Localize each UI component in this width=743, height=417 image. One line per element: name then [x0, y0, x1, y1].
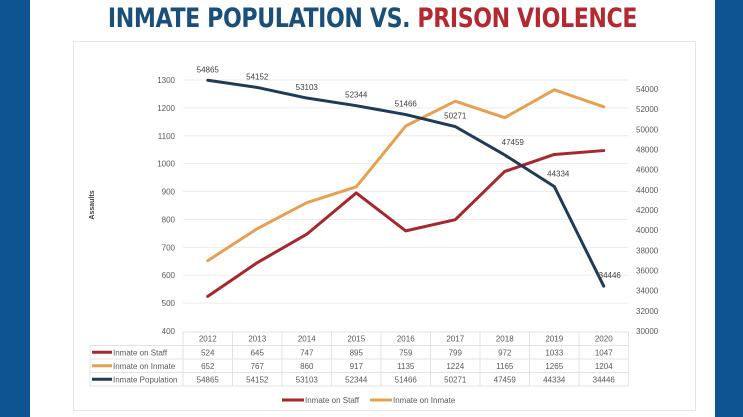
table-row-label: Inmate Population — [113, 375, 178, 384]
table-cell: 1165 — [496, 362, 514, 371]
table-cell: 1224 — [446, 362, 464, 371]
y-axis-title: Assaults — [89, 190, 96, 219]
legend-label: Inmate on Inmate — [393, 396, 456, 405]
y2-tick-label: 46000 — [636, 166, 659, 175]
table-cell: 645 — [251, 348, 265, 357]
right-border — [715, 0, 743, 417]
y-tick-label: 800 — [162, 215, 176, 224]
table-header-year: 2020 — [595, 335, 613, 344]
table-cell: 759 — [399, 348, 413, 357]
table-cell: 44334 — [543, 375, 566, 384]
population-data-label: 51466 — [395, 100, 418, 109]
series-inmate-population-line — [206, 78, 606, 288]
table-cell: 799 — [449, 348, 463, 357]
table-cell: 917 — [350, 362, 364, 371]
table-cell: 50271 — [444, 375, 467, 384]
population-data-label: 52344 — [345, 91, 368, 100]
y2-tick-label: 32000 — [636, 307, 659, 316]
table-cell: 47459 — [494, 375, 517, 384]
title-part-violence: PRISON VIOLENCE — [417, 3, 638, 34]
table-header-year: 2017 — [446, 335, 464, 344]
table-cell: 54152 — [246, 375, 269, 384]
table-cell: 52344 — [345, 375, 368, 384]
table-header-year: 2016 — [397, 335, 415, 344]
table-cell: 972 — [498, 348, 512, 357]
y2-tick-label: 40000 — [636, 226, 659, 235]
y-tick-label: 1000 — [157, 160, 175, 169]
y2-tick-label: 36000 — [636, 267, 659, 276]
table-row-label: Inmate on Staff — [113, 348, 168, 357]
table-cell: 895 — [350, 348, 364, 357]
y-tick-label: 400 — [162, 327, 176, 336]
y2-tick-label: 30000 — [636, 327, 659, 336]
y-tick-label: 1100 — [158, 132, 176, 141]
table-cell: 1135 — [397, 362, 415, 371]
table-cell: 860 — [300, 362, 314, 371]
y2-tick-label: 50000 — [636, 125, 659, 134]
series-inmate-on-inmate-line — [206, 88, 606, 263]
population-data-label: 34446 — [599, 271, 622, 280]
table-cell: 53103 — [296, 375, 319, 384]
population-data-label: 54152 — [246, 72, 269, 81]
y-tick-label: 500 — [162, 299, 176, 308]
table-header-year: 2015 — [347, 335, 365, 344]
table-cell: 524 — [201, 348, 215, 357]
y2-tick-label: 34000 — [636, 287, 659, 296]
left-border — [0, 0, 30, 417]
population-data-label: 47459 — [502, 138, 525, 147]
table-header-year: 2014 — [298, 335, 316, 344]
table-header-year: 2012 — [199, 335, 217, 344]
table-cell: 1047 — [595, 348, 613, 357]
y-tick-label: 600 — [162, 271, 176, 280]
y2-tick-label: 48000 — [636, 146, 659, 155]
y-tick-label: 700 — [162, 243, 176, 252]
population-data-label: 50271 — [444, 112, 467, 121]
table-cell: 767 — [251, 362, 265, 371]
table-cell: 51466 — [395, 375, 418, 384]
page-title: INMATE POPULATION VS. PRISON VIOLENCE — [92, 0, 654, 40]
y2-tick-label: 52000 — [636, 105, 659, 114]
y-tick-label: 900 — [162, 188, 176, 197]
table-cell: 1265 — [545, 362, 563, 371]
table-header-year: 2019 — [545, 335, 563, 344]
y2-tick-label: 38000 — [636, 246, 659, 255]
population-data-label: 54865 — [197, 65, 220, 74]
y2-tick-label: 54000 — [636, 85, 659, 94]
y2-tick-label: 44000 — [636, 186, 659, 195]
table-cell: 34446 — [593, 375, 616, 384]
table-header-year: 2013 — [248, 335, 266, 344]
table-cell: 747 — [300, 348, 314, 357]
population-data-label: 53103 — [296, 83, 319, 92]
series-inmate-on-staff-line — [206, 149, 606, 298]
y-tick-label: 1200 — [157, 104, 175, 113]
y-tick-label: 1300 — [157, 76, 175, 85]
table-cell: 54865 — [197, 375, 220, 384]
table-header-year: 2018 — [496, 335, 514, 344]
title-part-population: INMATE POPULATION VS. — [107, 3, 411, 34]
table-cell: 652 — [201, 362, 215, 371]
table-row-label: Inmate on Inmate — [113, 362, 176, 371]
y2-tick-label: 42000 — [636, 206, 659, 215]
legend-label: Inmate on Staff — [305, 396, 360, 405]
table-cell: 1033 — [545, 348, 563, 357]
population-data-label: 44334 — [547, 169, 570, 178]
table-cell: 1204 — [595, 362, 613, 371]
